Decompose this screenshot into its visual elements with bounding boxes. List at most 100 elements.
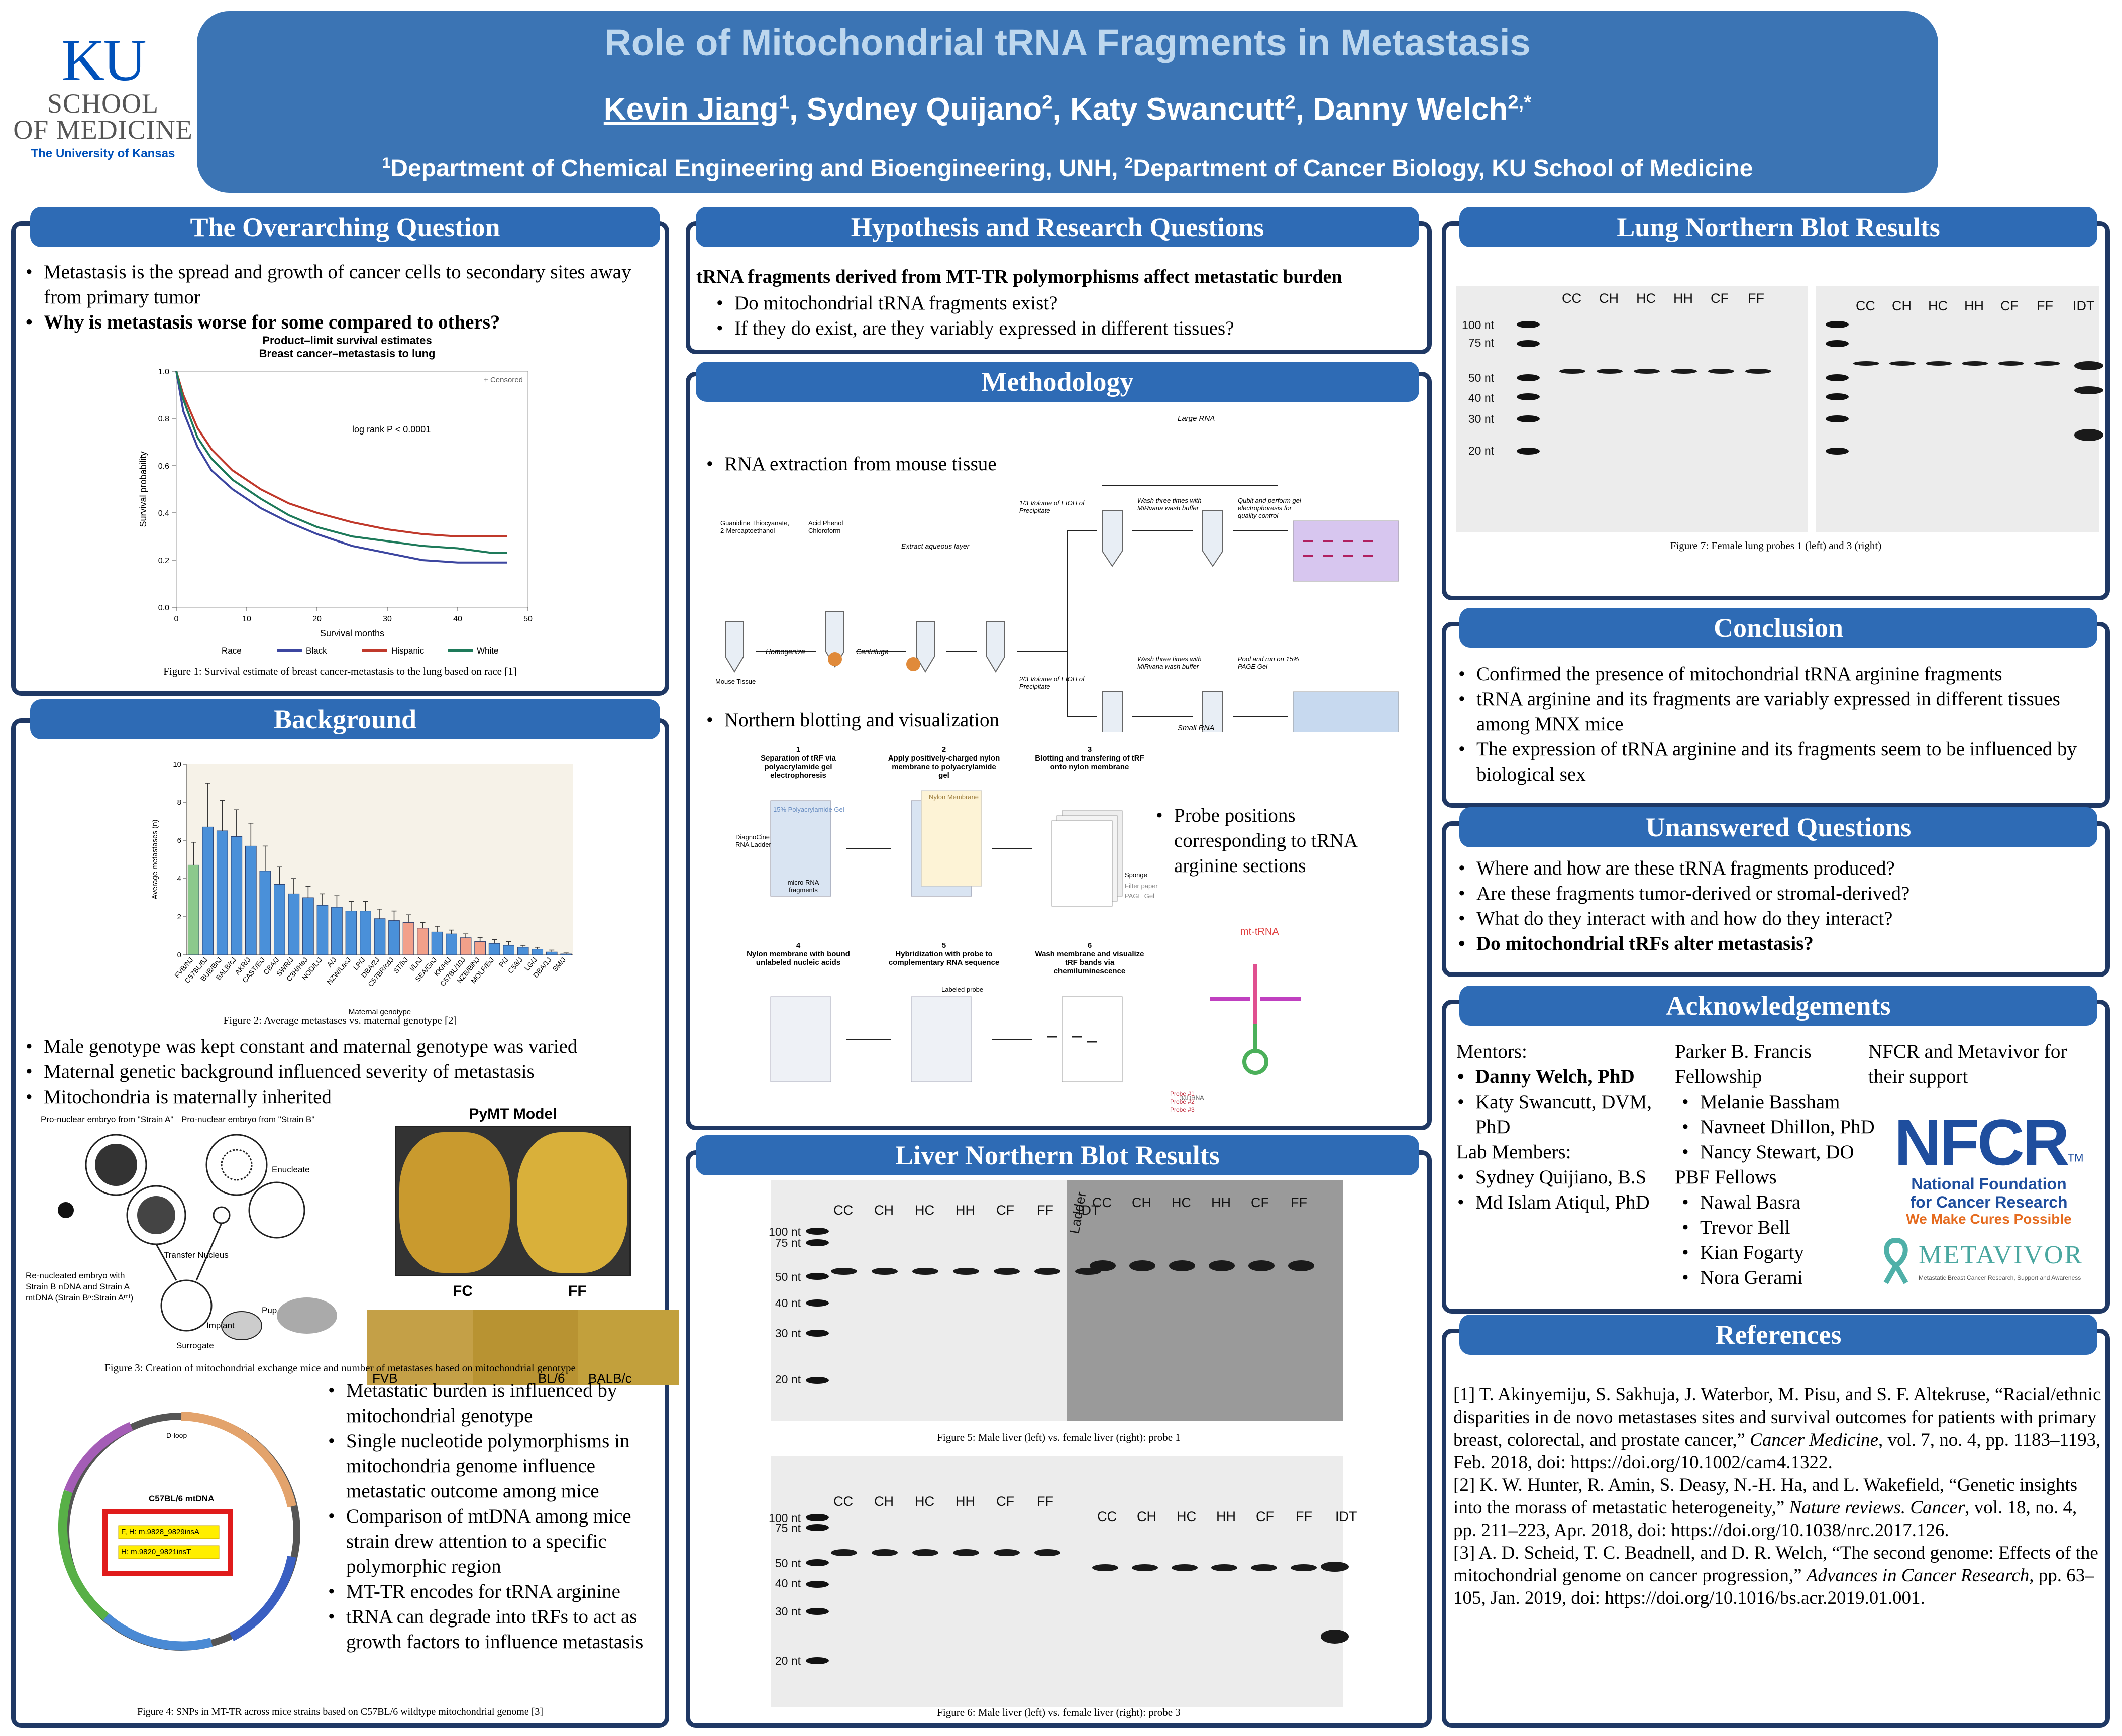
author-sup: 2: [1285, 91, 1296, 114]
enucleate-label: Enucleate: [272, 1165, 310, 1174]
x-tick-label: 0: [174, 615, 179, 623]
nfcr-name-2: for Cancer Research: [1910, 1193, 2068, 1211]
idt-band: [1321, 1562, 1349, 1572]
list-item: Are these fragments tumor-derived or str…: [1457, 881, 2100, 906]
etoh-2-label: 2/3 Volume of EtOH of Precipitate: [1019, 675, 1085, 690]
ladder-band: [806, 1239, 829, 1246]
lane-label: IDT: [2073, 298, 2095, 313]
fig4-caption: Figure 4: SNPs in MT-TR across mice stra…: [137, 1706, 544, 1717]
blot-band: [1034, 1549, 1060, 1556]
conclusion-panel: Confirmed the presence of mitochondrial …: [1442, 622, 2110, 808]
reference-1: [1] T. Akinyemiju, S. Sakhuja, J. Waterb…: [1453, 1383, 2101, 1474]
method-bullet-3: Probe positions corresponding to tRNA ar…: [1155, 803, 1406, 879]
ref-text: , pp. 63–105, Jan. 2019, doi: https://do…: [1453, 1565, 2094, 1608]
blot-band: [912, 1268, 938, 1275]
lane-label: CC: [833, 1203, 853, 1218]
x-tick-label: C58/J: [506, 956, 524, 975]
blot-band: [1092, 1564, 1118, 1571]
lane-label: CH: [1599, 291, 1619, 306]
ladder-band: [806, 1608, 829, 1615]
metastases-bar-chart: 0246810FVB/NJC57BL/6JBUB/BnJBALB/cJAKR/J…: [151, 760, 573, 1016]
lane-label: CF: [996, 1203, 1014, 1218]
blot-band: [994, 1268, 1020, 1275]
liver-heading: Liver Northern Blot Results: [696, 1135, 1419, 1175]
nt-label: 30 nt: [775, 1327, 801, 1340]
blot-band: [994, 1549, 1020, 1556]
large-rna-label: Large RNA: [1178, 414, 1215, 423]
bar: [517, 947, 529, 955]
ladder-band: [806, 1559, 829, 1566]
ref-text: [2] K. W. Hunter, R. Amin, S. Deasy, N.-…: [1453, 1475, 2078, 1518]
bar: [503, 945, 515, 955]
strain-a-label: Pro-nuclear embryo from "Strain A": [41, 1115, 174, 1124]
step-number: 3: [1087, 745, 1092, 754]
mtdna-circle-diagram: [58, 1412, 300, 1651]
nuclear-transfer-diagram: [58, 1134, 337, 1340]
x-tick-label: 40: [453, 615, 462, 623]
step-text: Blotting and transfering of tRF onto nyl…: [1035, 754, 1144, 771]
nt-label: 40 nt: [775, 1577, 801, 1590]
list-item: The expression of tRNA arginine and its …: [1457, 737, 2100, 787]
lane-label: IDT: [1078, 1203, 1100, 1218]
lane-label: HC: [915, 1203, 934, 1218]
ladder-band: [1517, 393, 1540, 400]
lung-blot: 100 nt 75 nt 50 nt 40 nt 30 nt 20 nt CC CH HC HH C…: [1456, 286, 2103, 532]
bar: [302, 897, 314, 955]
homogenize-label: Homogenize: [766, 647, 805, 656]
liver-blot-probe3: 100 nt 75 nt 50 nt 40 nt 30 nt 20 nt CC CH HC HH C…: [769, 1456, 1357, 1707]
ref-text: [3] A. D. Scheid, T. C. Beadnell, and D.…: [1453, 1543, 2098, 1586]
probe-3-label: Probe #3: [1170, 1106, 1195, 1113]
list-item: Why is metastasis worse for some compare…: [25, 310, 658, 335]
logo-school: SCHOOL: [47, 88, 159, 119]
ack-heading: Acknowledgements: [1459, 986, 2097, 1026]
ladder-band: [1826, 415, 1849, 422]
overarching-bullets: Metastasis is the spread and growth of c…: [25, 260, 658, 335]
lane-label: HH: [1216, 1509, 1236, 1524]
liver-blot-female-1: [1067, 1180, 1343, 1421]
background-heading: Background: [30, 699, 660, 739]
nt-label: 30 nt: [775, 1605, 801, 1618]
renucleated-label: Re-nucleated embryo with Strain B nDNA a…: [26, 1270, 133, 1304]
nt-label: 100 nt: [769, 1511, 801, 1525]
list-item: Probe positions corresponding to tRNA ar…: [1155, 803, 1406, 879]
y-tick-label: 0: [177, 951, 181, 959]
blot-band: [1132, 1564, 1158, 1571]
method-bullet-2: Northern blotting and visualization: [705, 708, 999, 733]
list-item: RNA extraction from mouse tissue: [705, 452, 997, 477]
blot-band: [1708, 369, 1734, 374]
lane-label: HH: [1964, 298, 1984, 313]
bar: [316, 905, 329, 955]
ref-text: [1] T. Akinyemiju, S. Sakhuja, J. Waterb…: [1453, 1384, 2101, 1450]
probe-1-label: Probe #1: [1170, 1090, 1195, 1097]
ku-letters: KU: [61, 27, 146, 93]
author-sup: 2,*: [1508, 91, 1532, 114]
mentors-label: Mentors:: [1456, 1041, 1527, 1062]
ladder-band: [1517, 415, 1540, 422]
lane-label: HH: [1673, 291, 1693, 306]
list-item: What do they interact with and how do th…: [1457, 906, 2100, 931]
lab-label: Lab Members:: [1456, 1141, 1571, 1163]
x-tick-label: 50: [523, 615, 533, 623]
nfcr-tm: TM: [2067, 1151, 2084, 1164]
list-item: Do mitochondrial tRFs alter metastasis?: [1457, 931, 2100, 956]
lane-label: CC: [1856, 298, 1875, 313]
list-item: Nancy Stewart, DO: [1681, 1140, 1896, 1165]
author-sup: 2: [1042, 91, 1053, 114]
ladder-band: [806, 1657, 829, 1664]
lane-label: CH: [1137, 1509, 1156, 1524]
nfcr-tagline: We Make Cures Possible: [1906, 1211, 2072, 1227]
nt-label: 100 nt: [769, 1225, 801, 1238]
author-sydney: , Sydney Quijano: [789, 92, 1042, 127]
ladder-band: [1826, 374, 1849, 381]
lane-label: HC: [1177, 1509, 1196, 1524]
blot-band: [2034, 361, 2060, 366]
list-item: Katy Swancutt, DVM, PhD: [1456, 1090, 1667, 1140]
list-item: Metastatic burden is influenced by mitoc…: [327, 1378, 669, 1429]
renucleated-line: Strain B nDNA and Strain A: [26, 1282, 130, 1291]
pool-label: Pool and run on 15% PAGE Gel: [1238, 655, 1299, 670]
affiliations: 1Department of Chemical Engineering and …: [197, 155, 1938, 182]
x-tick-label: 10: [242, 615, 251, 623]
survival-figure: Product–limit survival estimates Breast …: [131, 334, 563, 656]
list-item: Nawal Basra: [1681, 1190, 1896, 1215]
mtdna-center-label: C57BL/6 mtDNA: [149, 1494, 215, 1503]
